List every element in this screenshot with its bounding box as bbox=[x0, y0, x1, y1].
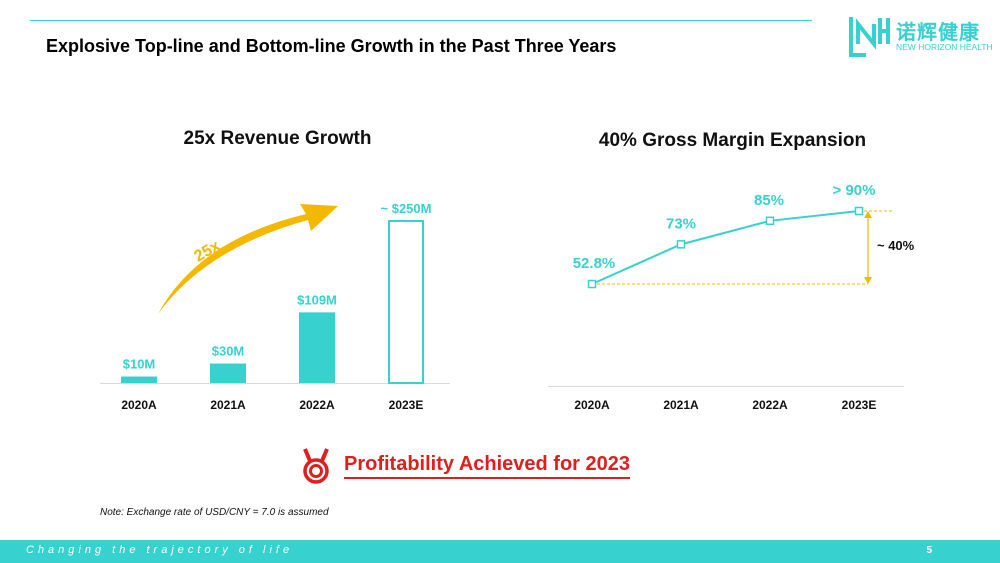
margin-tick-label: 2021A bbox=[663, 398, 699, 412]
revenue-data-label: ~ $250M bbox=[381, 201, 432, 216]
margin-data-label: 85% bbox=[754, 192, 784, 209]
margin-chart-title: 40% Gross Margin Expansion bbox=[598, 130, 867, 151]
revenue-tick-label: 2020A bbox=[121, 398, 157, 412]
revenue-chart-title: 25x Revenue Growth bbox=[183, 128, 372, 149]
medal-icon bbox=[303, 448, 329, 484]
footer-bar: Changing the trajectory of life 5 bbox=[0, 540, 1000, 563]
revenue-tick-label: 2023E bbox=[389, 398, 424, 412]
page-number: 5 bbox=[926, 545, 932, 556]
revenue-bar-2023E bbox=[388, 220, 424, 384]
company-logo: 诺辉健康 NEW HORIZON HEALTH bbox=[848, 14, 993, 60]
margin-data-label: 73% bbox=[666, 215, 696, 232]
margin-point-2023E bbox=[854, 206, 864, 216]
margin-point-2022A bbox=[765, 216, 775, 226]
profitability-text: Profitability Achieved for 2023 bbox=[344, 453, 631, 479]
revenue-data-label: $30M bbox=[212, 344, 245, 359]
header-rule bbox=[30, 20, 812, 21]
margin-arrowhead-down-icon bbox=[864, 277, 872, 284]
logo-english-name: NEW HORIZON HEALTH bbox=[896, 42, 993, 52]
margin-data-label: 52.8% bbox=[573, 255, 616, 272]
margin-arrowhead-up-icon bbox=[864, 211, 872, 218]
nh-logo-icon bbox=[849, 17, 890, 57]
margin-tick-label: 2022A bbox=[752, 398, 788, 412]
margin-point-2021A bbox=[676, 240, 686, 249]
page-title: Explosive Top-line and Bottom-line Growt… bbox=[46, 36, 617, 56]
margin-series-line bbox=[591, 210, 860, 285]
footer-tagline: Changing the trajectory of life bbox=[26, 544, 294, 556]
revenue-data-label: $10M bbox=[123, 357, 156, 372]
revenue-bar-2022A bbox=[299, 312, 335, 383]
margin-point-2020A bbox=[587, 279, 597, 289]
growth-arrow-icon bbox=[158, 204, 338, 314]
logo-chinese-name: 诺辉健康 bbox=[896, 20, 980, 44]
margin-tick-label: 2023E bbox=[842, 398, 877, 412]
revenue-bar-2020A bbox=[121, 376, 157, 383]
exchange-rate-note: Note: Exchange rate of USD/CNY = 7.0 is … bbox=[100, 507, 329, 518]
margin-tick-label: 2020A bbox=[574, 398, 610, 412]
revenue-bar-2021A bbox=[210, 363, 246, 383]
margin-expansion-label: ~ 40% bbox=[877, 238, 915, 253]
revenue-data-label: $109M bbox=[297, 292, 337, 307]
margin-data-label: > 90% bbox=[833, 182, 876, 199]
revenue-tick-label: 2021A bbox=[210, 398, 246, 412]
profitability-banner: Profitability Achieved for 2023 bbox=[296, 446, 696, 486]
revenue-tick-label: 2022A bbox=[299, 398, 335, 412]
